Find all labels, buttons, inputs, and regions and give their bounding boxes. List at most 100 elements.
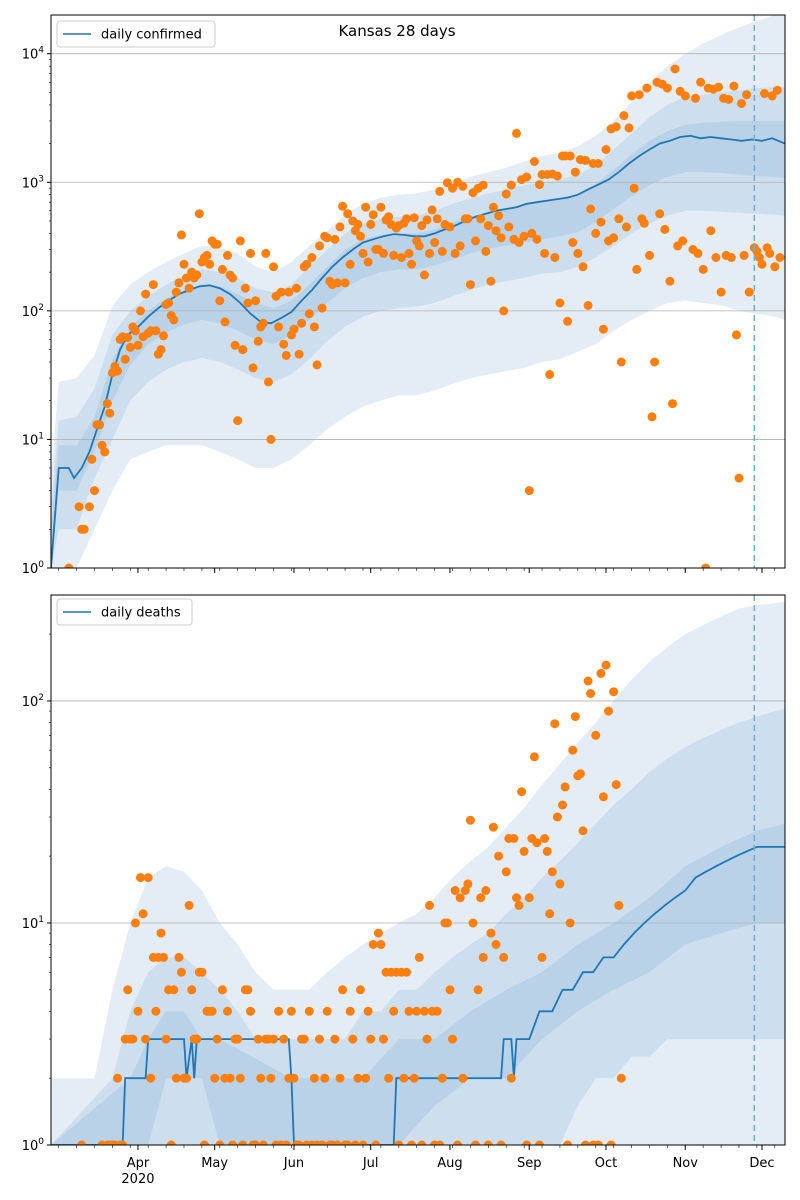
data-point	[693, 248, 703, 258]
data-point	[258, 318, 268, 328]
data-point	[425, 900, 434, 910]
data-point	[169, 985, 179, 995]
data-point	[368, 210, 378, 220]
data-point	[437, 246, 447, 256]
data-point	[309, 1073, 319, 1083]
data-point	[292, 283, 301, 293]
data-point	[634, 90, 644, 100]
data-point	[468, 918, 478, 928]
data-point	[598, 792, 608, 802]
data-point	[384, 212, 394, 222]
data-point	[619, 111, 629, 121]
data-point	[269, 262, 278, 272]
data-point	[118, 1140, 128, 1145]
data-point	[535, 180, 544, 190]
data-point	[488, 202, 498, 212]
data-point	[586, 689, 596, 698]
data-point	[575, 769, 585, 779]
data-point	[251, 1140, 261, 1145]
data-point	[309, 322, 319, 332]
data-point	[151, 1006, 161, 1016]
data-point	[601, 145, 611, 154]
data-point	[261, 248, 271, 258]
x-tick-label: Nov	[673, 1156, 699, 1171]
data-point	[491, 940, 501, 949]
data-point	[368, 940, 378, 949]
data-point	[389, 1006, 399, 1016]
data-point	[417, 221, 427, 231]
data-point	[182, 1073, 191, 1083]
data-point	[182, 273, 191, 283]
data-point	[322, 1006, 332, 1016]
data-point	[532, 838, 542, 848]
data-point	[772, 85, 782, 95]
data-point	[338, 985, 348, 995]
data-point	[645, 250, 654, 260]
data-point	[448, 183, 457, 193]
data-point	[573, 248, 583, 258]
data-point	[289, 324, 299, 334]
data-point	[601, 660, 611, 670]
data-point	[330, 234, 340, 244]
data-point	[228, 273, 238, 283]
data-point	[593, 1140, 603, 1145]
data-point	[240, 283, 250, 293]
data-point	[535, 1140, 544, 1145]
data-point	[614, 214, 624, 224]
data-point	[179, 259, 189, 269]
data-point	[481, 246, 491, 256]
data-point	[560, 782, 570, 792]
data-point	[496, 1140, 506, 1145]
data-point	[465, 280, 475, 290]
data-point	[304, 1006, 314, 1016]
data-point	[586, 204, 596, 214]
data-point	[233, 1034, 243, 1044]
data-point	[246, 1006, 255, 1016]
data-point	[281, 350, 291, 360]
data-point	[524, 486, 534, 496]
data-point	[315, 241, 324, 251]
data-point	[483, 1140, 493, 1145]
data-point	[223, 1006, 232, 1016]
data-point	[506, 180, 516, 190]
data-point	[235, 236, 245, 246]
data-point	[64, 563, 74, 568]
data-point	[476, 893, 486, 903]
data-point	[596, 668, 606, 678]
data-point	[512, 893, 521, 903]
data-point	[156, 345, 166, 355]
data-point	[537, 952, 547, 962]
band-inner-area	[51, 120, 785, 568]
data-point	[361, 202, 371, 212]
data-point	[742, 90, 752, 100]
data-point	[770, 262, 780, 272]
data-point	[217, 264, 227, 274]
data-point	[176, 967, 186, 977]
data-point	[133, 340, 143, 350]
data-point	[529, 752, 539, 762]
data-point	[517, 787, 527, 797]
data-point	[407, 1140, 417, 1145]
data-point	[243, 985, 253, 995]
data-point	[555, 298, 565, 308]
data-point	[197, 967, 207, 977]
data-point	[775, 253, 785, 262]
data-point	[606, 1140, 616, 1145]
data-point	[558, 800, 567, 810]
data-point	[550, 719, 560, 729]
data-point	[269, 1034, 278, 1044]
median-line	[51, 134, 785, 568]
data-point	[512, 128, 521, 138]
data-point	[361, 1073, 371, 1083]
data-point	[463, 879, 473, 889]
data-point	[680, 91, 690, 101]
data-point	[473, 985, 483, 995]
data-point	[136, 306, 145, 316]
data-point	[514, 900, 524, 910]
data-point	[317, 1140, 327, 1145]
data-point	[491, 226, 501, 236]
data-point	[141, 289, 151, 299]
data-point	[465, 815, 475, 825]
data-point	[148, 280, 158, 290]
data-point	[432, 214, 442, 224]
